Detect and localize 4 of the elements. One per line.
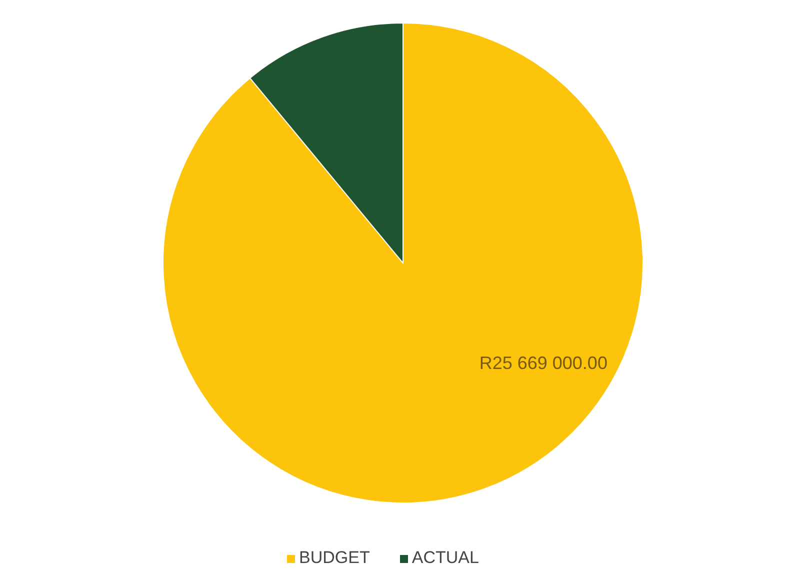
legend-label: BUDGET [299, 548, 370, 567]
legend-label: ACTUAL [412, 548, 479, 567]
pie-slice [162, 22, 644, 504]
data-label: R25 669 000.00 [479, 353, 608, 374]
